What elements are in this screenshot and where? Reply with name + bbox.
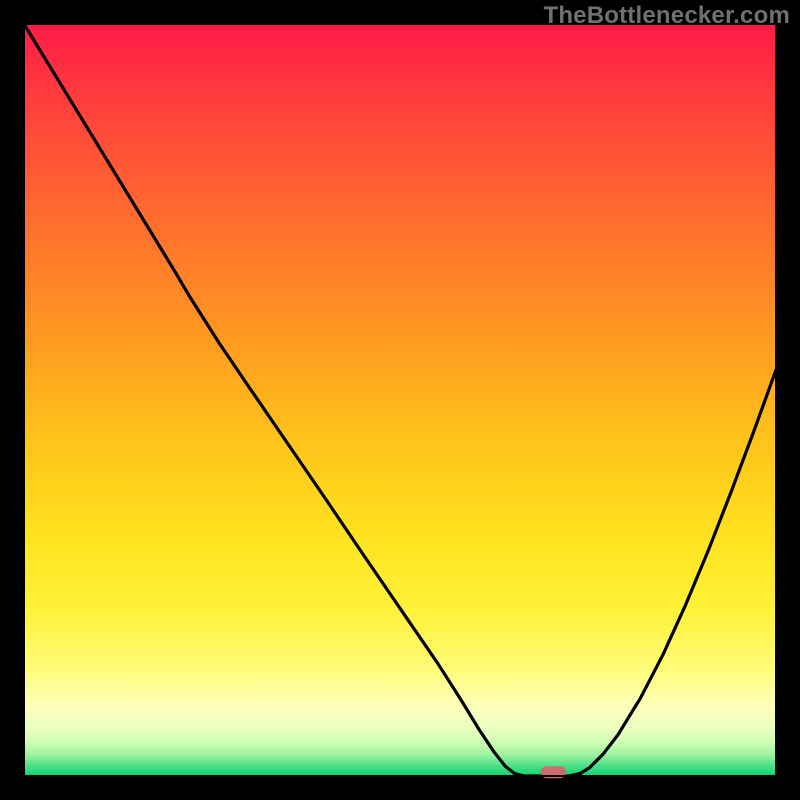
chart-gradient-bg bbox=[24, 24, 776, 776]
bottleneck-chart: TheBottlenecker.com bbox=[0, 0, 800, 800]
chart-svg bbox=[0, 0, 800, 800]
watermark-text: TheBottlenecker.com bbox=[543, 2, 790, 30]
